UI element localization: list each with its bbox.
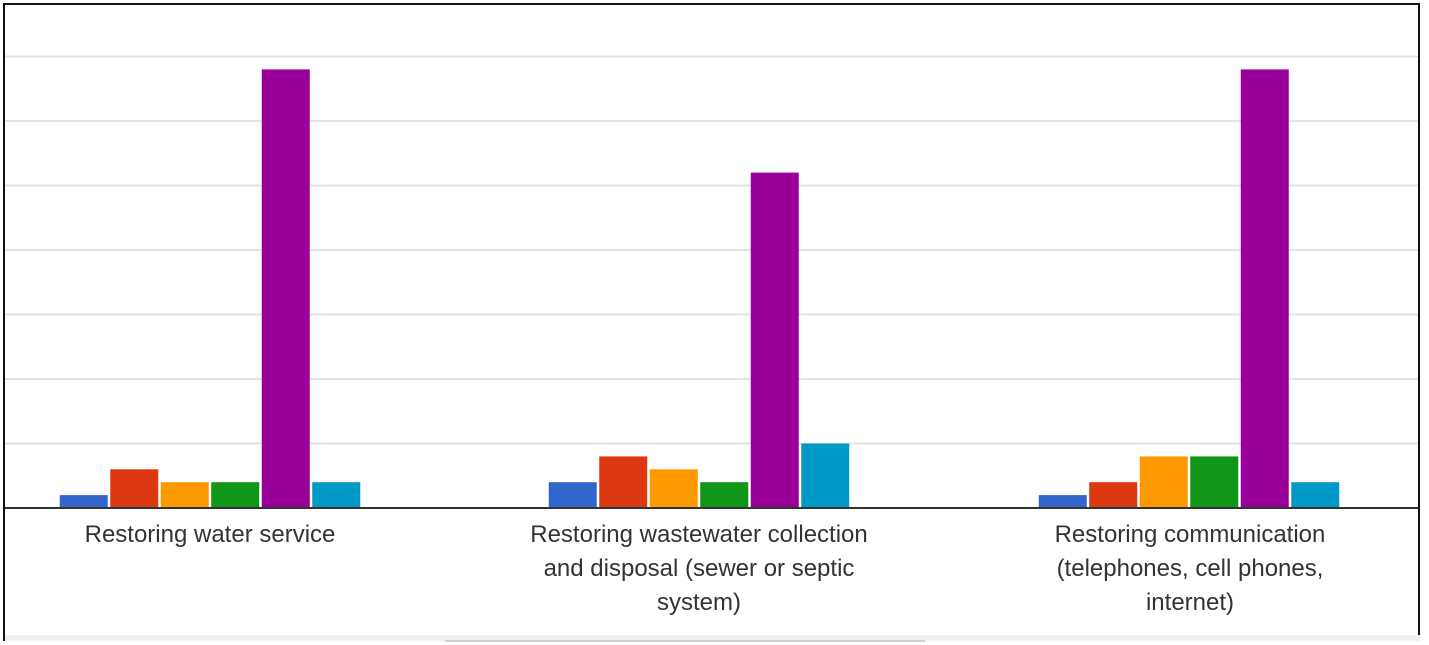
bar-category-3-series-6 <box>1291 482 1340 508</box>
bar-category-1-series-6 <box>312 482 361 508</box>
bar-category-2-series-1 <box>548 482 597 508</box>
bar-category-3-series-5 <box>1240 69 1289 509</box>
bar-category-2-series-6 <box>801 443 850 508</box>
category-label-line: (telephones, cell phones, <box>1056 555 1324 582</box>
bar-category-1-series-4 <box>211 482 260 508</box>
gridlines <box>5 55 1418 445</box>
bar-category-3-series-4 <box>1190 456 1239 508</box>
bar-category-2-series-4 <box>700 482 749 508</box>
bars <box>59 69 1340 509</box>
bar-category-1-series-1 <box>59 495 108 508</box>
category-label-water-service: Restoring water service <box>0 518 450 552</box>
chart-frame <box>3 3 1420 641</box>
category-label-line: Restoring water service <box>84 521 336 548</box>
category-label-line: Restoring communication <box>1054 521 1326 548</box>
bar-category-3-series-3 <box>1139 456 1188 508</box>
bar-category-1-series-5 <box>261 69 310 509</box>
bar-category-2-series-5 <box>750 172 799 508</box>
category-label-line: and disposal (sewer or septic <box>543 555 855 582</box>
bar-category-3-series-2 <box>1089 482 1138 508</box>
bar-category-1-series-2 <box>110 469 159 508</box>
category-label-wastewater: Restoring wastewater collection and disp… <box>459 518 939 620</box>
bar-category-1-series-3 <box>160 482 209 508</box>
category-label-line: internet) <box>1145 589 1235 616</box>
bar-category-2-series-3 <box>649 469 698 508</box>
bottom-strip <box>5 635 1420 641</box>
category-label-line: system) <box>657 589 741 616</box>
bar-category-2-series-2 <box>599 456 648 508</box>
category-label-line: Restoring wastewater collection <box>530 521 868 548</box>
bottom-strip-shadow <box>445 640 925 642</box>
category-label-communication: Restoring communication (telephones, cel… <box>950 518 1429 620</box>
bar-category-3-series-1 <box>1038 495 1087 508</box>
